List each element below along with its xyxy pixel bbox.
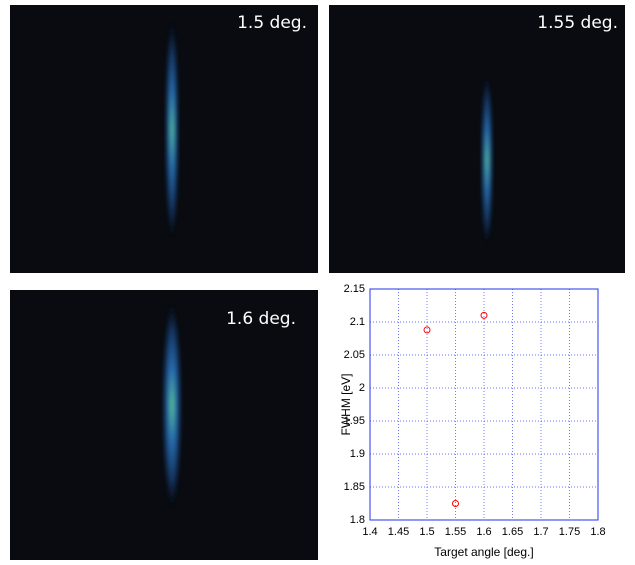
y-tick-label: 2.05 [344, 349, 365, 361]
panel-label: 1.55 deg. [537, 13, 618, 33]
x-tick-label: 1.55 [445, 526, 466, 538]
point [480, 311, 488, 319]
x-tick-label: 1.6 [476, 526, 491, 538]
y-tick-label: 1.85 [344, 481, 365, 493]
panel-label: 1.5 deg. [237, 13, 307, 33]
panel-label: 1.6 deg. [226, 309, 296, 329]
chart: 1.8 1.85 1.9 1.95 2 2.05 2.1 2.15 1.4 1.45 1.5 1.55… [339, 283, 606, 559]
image-panel: 1.6 deg. [10, 290, 318, 560]
y-tick-label: 2.15 [344, 283, 365, 295]
y-tick-label: 1.95 [344, 415, 365, 427]
x-tick-label: 1.7 [533, 526, 548, 538]
point [452, 500, 459, 507]
image-panel: 1.55 deg. [329, 5, 625, 273]
y-tick-label: 1.8 [350, 514, 365, 526]
x-tick-label: 1.4 [362, 526, 377, 538]
x-tick-label: 1.5 [419, 526, 434, 538]
point [423, 326, 431, 334]
y-tick-label: 2 [359, 382, 365, 394]
x-tick-label: 1.65 [502, 526, 523, 538]
plot-frame [369, 288, 599, 521]
y-tick-label: 1.9 [350, 448, 365, 460]
x-tick-label: 1.45 [388, 526, 409, 538]
x-axis-label: Target angle [deg.] [434, 545, 533, 559]
x-tick-label: 1.75 [559, 526, 580, 538]
x-tick-label: 1.8 [590, 526, 605, 538]
y-tick-label: 2.1 [350, 316, 365, 328]
plot-area [370, 289, 598, 520]
y-axis-label: FWHM [eV] [339, 374, 353, 436]
image-panel: 1.5 deg. [10, 5, 318, 273]
